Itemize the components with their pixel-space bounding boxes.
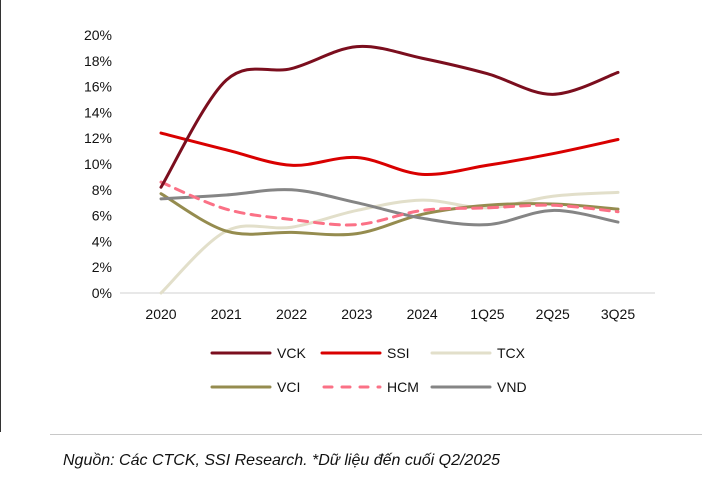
left-border (0, 0, 1, 432)
legend-label-vnd: VND (497, 379, 527, 395)
y-tick-label: 16% (84, 79, 112, 95)
y-tick-label: 0% (92, 285, 112, 301)
y-tick-label: 20% (84, 27, 112, 43)
y-tick-label: 18% (84, 53, 112, 69)
series-line-vci (159, 192, 620, 237)
x-tick-label: 2023 (341, 306, 372, 322)
legend-label-hcm: HCM (387, 379, 419, 395)
series-line-ssi (159, 131, 620, 176)
y-tick-label: 6% (92, 208, 112, 224)
divider (50, 434, 702, 435)
y-tick-label: 14% (84, 104, 112, 120)
y-tick-label: 12% (84, 130, 112, 146)
series-line-vnd (159, 188, 620, 227)
series-line-hcm (159, 180, 620, 227)
x-tick-label: 2020 (145, 306, 176, 322)
x-tick-label: 2022 (276, 306, 307, 322)
legend-label-ssi: SSI (387, 345, 410, 361)
legend-label-vck: VCK (277, 345, 306, 361)
line-chart: 0% 2% 4% 6% 8% 10% 12% 14% 16% 18% 20% 2020 2021 2022… (84, 27, 655, 395)
y-tick-label: 8% (92, 182, 112, 198)
legend-label-vci: VCI (277, 379, 300, 395)
series-line-tcx (159, 190, 620, 295)
y-tick-label: 4% (92, 233, 112, 249)
x-tick-label: 3Q25 (601, 306, 635, 322)
legend-label-tcx: TCX (497, 345, 526, 361)
x-tick-label: 1Q25 (470, 306, 504, 322)
x-tick-label: 2024 (407, 306, 438, 322)
x-tick-label: 2021 (211, 306, 242, 322)
y-tick-label: 2% (92, 259, 112, 275)
y-tick-label: 10% (84, 156, 112, 172)
series-line-vck (159, 44, 620, 189)
x-tick-label: 2Q25 (536, 306, 570, 322)
source-note: Nguồn: Các CTCK, SSI Research. *Dữ liệu … (63, 452, 501, 469)
